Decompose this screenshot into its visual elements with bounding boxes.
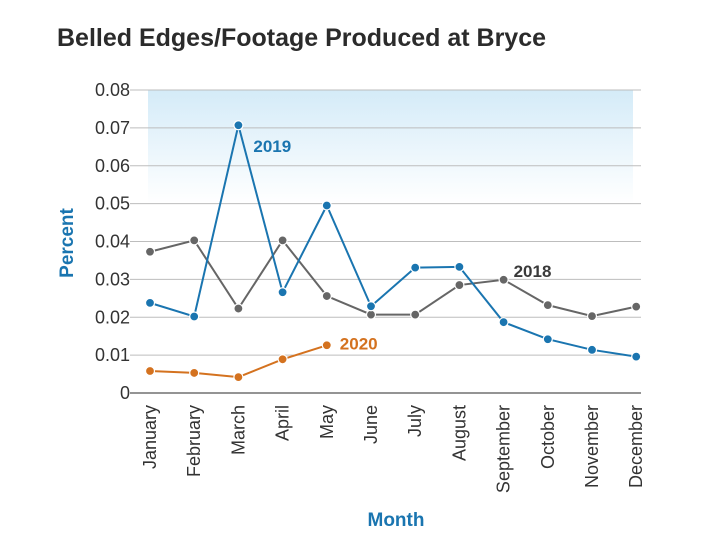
x-tick-label: October xyxy=(538,405,558,469)
series-label-2020: 2020 xyxy=(340,334,378,353)
data-point-2018 xyxy=(631,301,642,312)
data-point-2019 xyxy=(498,317,509,328)
y-tick-label: 0.08 xyxy=(95,80,130,100)
chart-title: Belled Edges/Footage Produced at Bryce xyxy=(57,24,547,52)
shaded-band xyxy=(148,90,633,204)
data-point-2019 xyxy=(542,334,553,345)
data-point-2019 xyxy=(277,287,288,298)
x-tick-label: May xyxy=(317,405,337,439)
data-point-2019 xyxy=(586,344,598,355)
x-tick-label: December xyxy=(626,405,646,488)
data-point-2018 xyxy=(277,235,288,246)
x-tick-label: January xyxy=(140,405,160,469)
y-tick-label: 0.04 xyxy=(95,232,130,252)
y-tick-label: 0.05 xyxy=(95,194,130,214)
series-line-2018 xyxy=(149,238,637,318)
data-point-2020 xyxy=(321,340,332,351)
y-axis-title: Percent xyxy=(57,207,78,277)
data-point-2020 xyxy=(144,365,156,377)
data-point-2018 xyxy=(498,274,509,285)
y-tick-label: 0.03 xyxy=(95,269,130,289)
series-line-2019 xyxy=(149,124,637,358)
data-point-2019 xyxy=(631,351,642,362)
data-point-2018 xyxy=(586,311,598,322)
x-tick-label: July xyxy=(405,405,425,437)
x-tick-label: June xyxy=(361,405,381,444)
data-point-2019 xyxy=(365,301,377,312)
data-point-2018 xyxy=(454,279,465,291)
data-point-2018 xyxy=(233,303,244,314)
data-point-2019 xyxy=(144,297,156,308)
data-point-2020 xyxy=(277,354,288,365)
y-tick-label: 0.06 xyxy=(95,156,130,176)
data-point-2018 xyxy=(189,235,200,246)
data-point-2018 xyxy=(542,300,553,311)
series-label-2018: 2018 xyxy=(514,262,552,281)
data-point-2018 xyxy=(144,246,156,257)
y-tick-label: 0.07 xyxy=(95,118,130,138)
data-point-2019 xyxy=(233,120,244,131)
x-tick-label: February xyxy=(184,405,204,477)
x-tick-label: August xyxy=(449,405,469,461)
x-tick-label: September xyxy=(494,405,514,493)
data-point-2020 xyxy=(189,367,200,379)
data-point-2019 xyxy=(410,262,421,273)
data-point-2019 xyxy=(321,200,332,211)
data-point-2018 xyxy=(365,309,377,320)
y-tick-label: 0.02 xyxy=(95,307,130,327)
x-axis-title: Month xyxy=(368,510,425,531)
data-point-2019 xyxy=(189,311,200,322)
data-point-2018 xyxy=(321,290,332,302)
x-tick-label: April xyxy=(273,405,293,441)
series-label-2019: 2019 xyxy=(253,137,291,156)
y-tick-label: 0.01 xyxy=(95,345,130,365)
x-tick-label: March xyxy=(228,405,248,455)
x-tick-label: November xyxy=(582,405,602,488)
y-tick-label: 0 xyxy=(120,383,130,403)
data-point-2018 xyxy=(410,309,421,320)
data-point-2020 xyxy=(233,371,244,383)
data-point-2019 xyxy=(454,261,465,272)
